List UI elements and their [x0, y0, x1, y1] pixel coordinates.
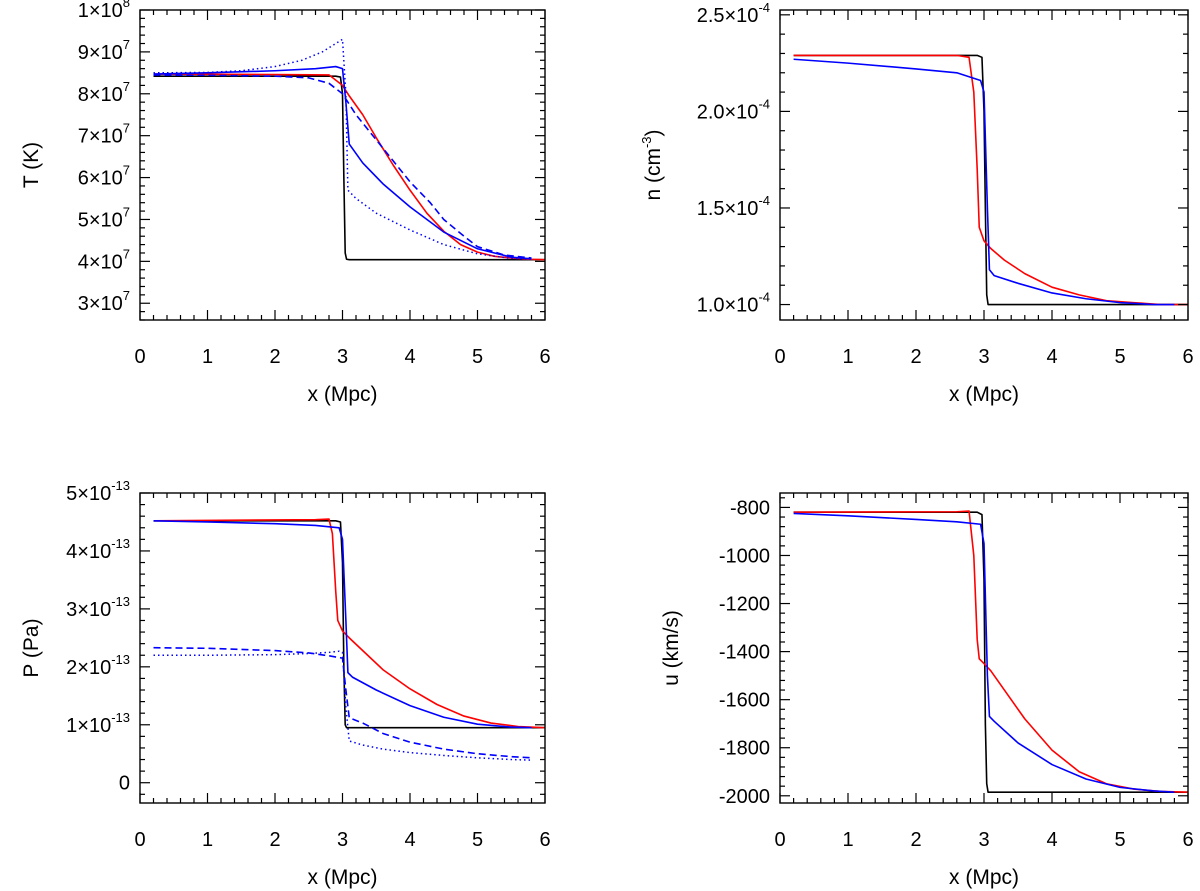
y-tick-label: 1.0×10-4 [697, 290, 770, 317]
y-tick-label: 0 [119, 773, 130, 795]
y-tick-label: 9×107 [78, 37, 130, 64]
y-tick-label: -1600 [719, 690, 770, 712]
panel-density: 0 1 2 3 4 5 6 1.0×10-4 1.5×10-4 2.0×10-4 2.5×10-4 x… [639, 0, 1194, 406]
y-tick-label: 3×10-13 [66, 594, 130, 621]
x-tick-label: 4 [404, 346, 415, 368]
y-tick-label: 4×107 [78, 246, 130, 273]
x-tick-label: 1 [202, 346, 213, 368]
series-line-blue-dashed [153, 646, 532, 759]
x-tick-label: 6 [1182, 829, 1193, 851]
x-tick-label: 4 [1046, 346, 1057, 368]
panel-pressure: 0 1 2 3 4 5 6 0 1×10-13 2×10-13 3×10-13 4×10-13 5×10… [20, 478, 551, 889]
y-tick-label: -1200 [719, 594, 770, 616]
x-tick-label: 3 [978, 829, 989, 851]
panel-temperature: 0 1 2 3 4 5 6 3×107 4×107 5×107 6×107 7×107 8×107 9×1… [20, 0, 551, 406]
y-tick-label: 1×10-13 [66, 710, 130, 737]
y-tick-label: 1.5×10-4 [697, 193, 770, 220]
series-line-blue-dotted [153, 38, 532, 261]
x-tick-label: 2 [269, 829, 280, 851]
x-tick-label: 1 [202, 829, 213, 851]
series-line-red-solid [153, 73, 545, 261]
series-line-black-solid [153, 75, 545, 261]
x-tick-label: 2 [910, 829, 921, 851]
y-axis-label: T (K) [20, 142, 43, 188]
plot-frame [139, 9, 546, 321]
x-tick-label: 3 [978, 346, 989, 368]
panel-velocity: 0 1 2 3 4 5 6 -2000 -1800 -1600 -1400 -1200 -1000 -80… [660, 492, 1194, 889]
y-tick-label: 6×107 [78, 163, 130, 190]
x-axis-label: x (Mpc) [949, 866, 1019, 889]
y-axis-label: n (cm-3) [639, 129, 665, 200]
x-tick-label: 0 [134, 829, 145, 851]
x-tick-label: 0 [134, 346, 145, 368]
y-tick-label: 2.5×10-4 [697, 0, 770, 27]
y-axis-label: u (km/s) [660, 610, 683, 686]
y-tick-label: 7×107 [78, 121, 130, 148]
series-line-blue-solid [153, 65, 532, 260]
x-tick-label: 5 [472, 829, 483, 851]
series-line-blue-solid [153, 520, 532, 729]
x-tick-label: 3 [337, 829, 348, 851]
x-tick-label: 5 [472, 346, 483, 368]
series-line-blue-dashed [153, 74, 532, 259]
x-axis-label: x (Mpc) [308, 866, 378, 889]
x-tick-label: 2 [910, 346, 921, 368]
y-tick-label: -2000 [719, 786, 770, 808]
y-tick-label: 2.0×10-4 [697, 96, 770, 123]
y-tick-label: -1400 [719, 642, 770, 664]
y-tick-label: -800 [730, 497, 770, 519]
x-tick-label: 5 [1114, 346, 1125, 368]
x-tick-label: 0 [774, 829, 785, 851]
y-tick-label: 1×108 [78, 0, 130, 22]
series-line-black-solid [793, 54, 1188, 306]
x-tick-label: 5 [1114, 829, 1125, 851]
x-axis-label: x (Mpc) [949, 383, 1019, 406]
x-tick-label: 2 [269, 346, 280, 368]
y-tick-label: -1000 [719, 545, 770, 567]
x-tick-label: 1 [842, 829, 853, 851]
y-tick-label: -1800 [719, 738, 770, 760]
x-tick-label: 1 [842, 346, 853, 368]
series-line-red-solid [153, 518, 545, 729]
y-tick-label: 2×10-13 [66, 652, 130, 679]
series-line-blue-solid [793, 58, 1175, 306]
series-line-black-solid [793, 511, 1188, 793]
y-tick-label: 8×107 [78, 79, 130, 106]
series-line-blue-dotted [153, 650, 532, 761]
y-axis-label: P (Pa) [20, 618, 43, 677]
x-axis-label: x (Mpc) [308, 383, 378, 406]
series-line-red-solid [793, 510, 1188, 793]
x-tick-label: 3 [337, 346, 348, 368]
y-tick-label: 4×10-13 [66, 536, 130, 563]
y-tick-label: 3×107 [78, 288, 130, 315]
y-tick-label: 5×107 [78, 204, 130, 231]
x-tick-label: 4 [1046, 829, 1057, 851]
x-tick-label: 6 [539, 346, 550, 368]
x-tick-label: 6 [539, 829, 550, 851]
x-tick-label: 6 [1182, 346, 1193, 368]
y-tick-label: 5×10-13 [66, 478, 130, 505]
x-tick-label: 0 [774, 346, 785, 368]
series-line-red-solid [793, 54, 1188, 306]
x-tick-label: 4 [404, 829, 415, 851]
series-line-black-solid [153, 520, 545, 729]
series-line-blue-solid [793, 512, 1175, 793]
